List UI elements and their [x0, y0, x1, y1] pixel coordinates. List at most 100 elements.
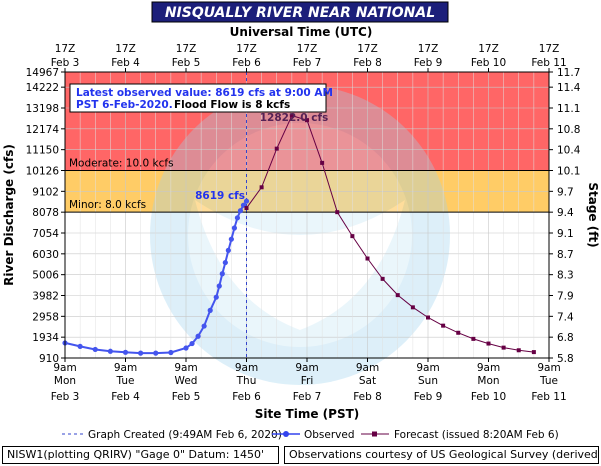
y2-tick-label: 10.4 [557, 145, 581, 157]
forecast-point [274, 146, 279, 151]
x-tick-label-date: Feb 4 [111, 391, 140, 403]
observed-point [195, 333, 201, 339]
forecast-point [380, 276, 385, 281]
legend: Graph Created (9:49AM Feb 6, 2020) Obser… [62, 429, 559, 441]
legend-observed-marker [283, 431, 289, 437]
annotation-line-2b: Flood Flow is 8 kcfs [174, 99, 290, 111]
title-bar [151, 1, 449, 23]
y2-tick-label: 5.8 [557, 353, 574, 365]
observed-point [153, 350, 159, 356]
observed-point [207, 307, 213, 313]
forecast-point [471, 336, 476, 341]
x-tick-label-day: Thu [236, 375, 257, 387]
observed-point [228, 236, 234, 242]
top-axis-title: Universal Time (UTC) [230, 25, 373, 39]
forecast-point [501, 345, 506, 350]
x-tick-label-time: 9am [356, 362, 379, 374]
x-tick-label-date: Feb 10 [471, 391, 506, 403]
x-tick-label-day: Tue [539, 375, 558, 387]
observed-point [243, 198, 250, 204]
observed-point [225, 247, 231, 253]
y-tick-label: 14967 [26, 67, 59, 79]
y2-tick-label: 7.4 [557, 311, 574, 323]
x-tick-label-time: 9am [537, 362, 560, 374]
y2-tick-label: 11.1 [557, 103, 580, 115]
x-tick-label-date: Feb 6 [232, 391, 261, 403]
x-tick-label-time: 9am [53, 362, 76, 374]
top-tick-label-date: Feb 6 [232, 57, 261, 69]
y2-tick-label: 10.1 [557, 165, 580, 177]
top-tick-label-time: 17Z [55, 43, 76, 55]
x-tick-label-day: Mon [54, 375, 76, 387]
top-tick-label-time: 17Z [357, 43, 378, 55]
top-tick-label-date: Feb 9 [414, 57, 443, 69]
top-tick-label-time: 17Z [539, 43, 560, 55]
y2-tick-label: 9.7 [557, 186, 574, 198]
series-line-forecast [246, 114, 534, 353]
y2-tick-label: 8.7 [557, 249, 574, 261]
top-tick-label-time: 17Z [236, 43, 257, 55]
x-tick-label-time: 9am [477, 362, 500, 374]
latest-value-annotation: Latest observed value: 8619 cfs at 9:00 … [69, 83, 333, 113]
forecast-point [350, 234, 355, 239]
y-tick-label: 8078 [32, 207, 59, 219]
footer-left-info: NISW1(plotting QRIRV) "Gage 0" Datum: 14… [2, 446, 279, 464]
y-tick-label: 10126 [26, 165, 60, 177]
observed-point [77, 343, 83, 350]
flood-band-label: Minor: 8.0 kcfs [69, 199, 146, 211]
top-tick-label-time: 17Z [418, 43, 439, 55]
y2-axis-tick-labels: 5.8 6.8 7.4 7.9 8.3 8.7 9.1 9.4 9.7 10.1 10.4 10.8 1… [549, 67, 581, 365]
x-tick-label-date: Feb 3 [51, 391, 80, 403]
top-tick-label-date: Feb 7 [293, 57, 322, 69]
top-tick-label-time: 17Z [176, 43, 197, 55]
x-tick-label-time: 9am [416, 362, 439, 374]
y-tick-label: 11150 [26, 145, 59, 157]
forecast-point [335, 210, 340, 215]
y2-tick-label: 11.7 [557, 67, 580, 79]
top-tick-label-date: Feb 8 [353, 57, 382, 69]
plot-area: Moderate: 10.0 kcfs Minor: 8.0 kcfs [62, 71, 550, 385]
forecast-point [259, 185, 264, 190]
y-tick-label: 910 [39, 353, 59, 365]
x-tick-label-date: Feb 9 [414, 391, 443, 403]
flood-band-labels: Moderate: 10.0 kcfs Minor: 8.0 kcfs [65, 157, 549, 213]
observed-point [219, 271, 225, 277]
x-tick-label-day: Wed [175, 375, 198, 387]
forecast-point [426, 315, 430, 320]
x-tick-label-day: Tue [116, 375, 135, 387]
legend-forecast-marker [372, 431, 377, 437]
observed-point [234, 215, 241, 221]
x-tick-label-time: 9am [114, 362, 137, 374]
observed-point [231, 225, 237, 231]
top-tick-label-date: Feb 3 [51, 57, 80, 69]
y-tick-label: 9102 [32, 186, 59, 198]
x-tick-label-day: Mon [477, 375, 499, 387]
forecast-point [305, 118, 309, 123]
top-tick-label-time: 17Z [478, 43, 499, 55]
top-tick-label-date: Feb 4 [111, 57, 140, 69]
forecast-point [320, 160, 325, 165]
forecast-point [441, 323, 446, 328]
x-tick-label-date: Feb 5 [172, 391, 201, 403]
observed-point [168, 349, 174, 356]
footer-right-credit: Observations courtesy of US Geological S… [284, 446, 599, 464]
observed-point [201, 323, 207, 329]
y-tick-label: 1934 [32, 332, 59, 344]
x-tick-label-date: Feb 8 [353, 391, 382, 403]
observed-point [138, 350, 144, 356]
y-axis-title: River Discharge (cfs) [2, 144, 16, 286]
observed-point [122, 349, 129, 355]
legend-graph-created: Graph Created (9:49AM Feb 6, 2020) [88, 429, 282, 441]
x-tick-label-day: Sun [418, 375, 438, 387]
forecast-point [456, 330, 461, 335]
chart-title: NISQUALLY RIVER NEAR NATIONAL [165, 5, 435, 21]
peak-value-label: 12822.0 cfs [260, 112, 329, 124]
y2-tick-label: 6.8 [557, 332, 574, 344]
forecast-point [531, 350, 536, 355]
x-tick-label-day: Fri [301, 375, 314, 387]
observed-point [107, 348, 113, 354]
top-tick-label-date: Feb 10 [471, 57, 506, 69]
y2-tick-label: 8.3 [557, 270, 574, 282]
